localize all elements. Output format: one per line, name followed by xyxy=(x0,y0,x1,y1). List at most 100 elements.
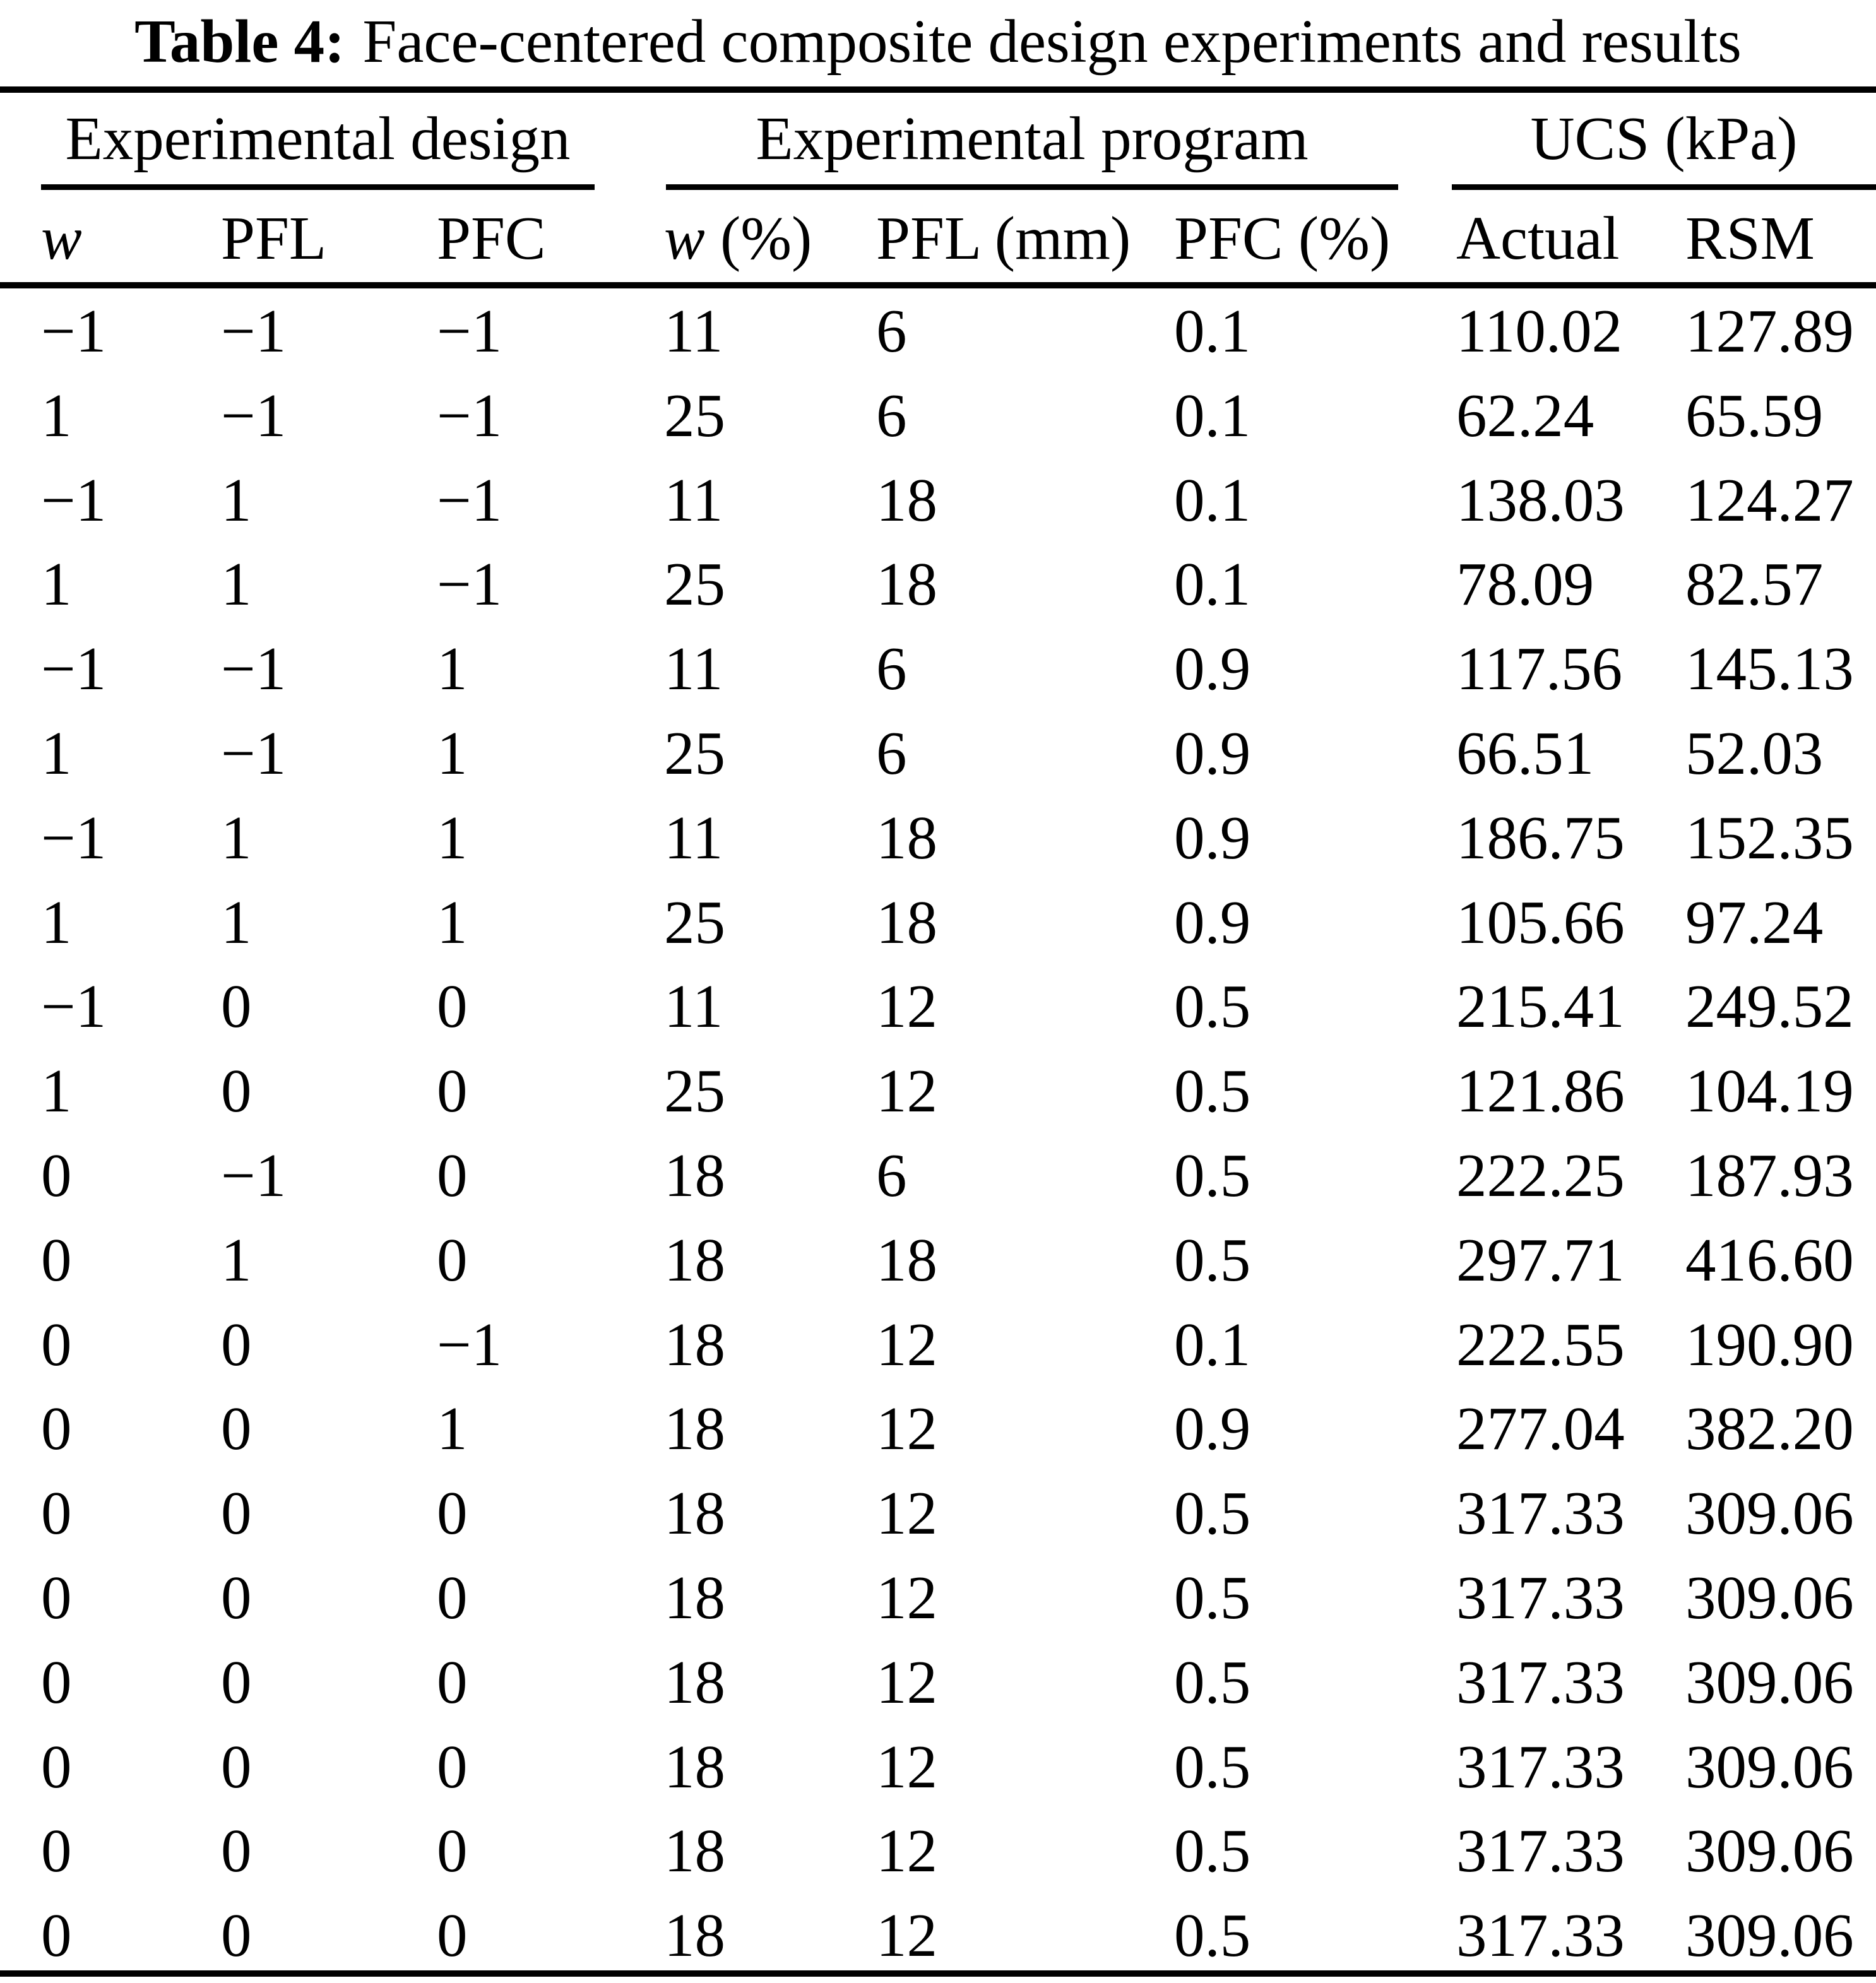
table-row-20: 0 0 0 18 12 0.5 317.33 309.06 xyxy=(0,1893,1876,1978)
cell-r15-c5: 12 xyxy=(876,1479,937,1548)
cell-r5-c4: 11 xyxy=(664,635,723,703)
cell-r1-c3: −1 xyxy=(437,297,502,365)
cell-r6-c5: 6 xyxy=(876,719,907,787)
cell-r19-c4: 18 xyxy=(664,1817,725,1885)
cell-r2-c3: −1 xyxy=(437,381,502,449)
cell-r13-c4: 18 xyxy=(664,1310,725,1378)
cell-r5-c6: 0.9 xyxy=(1174,635,1251,703)
cell-r5-c8: 145.13 xyxy=(1685,635,1854,703)
cell-r17-c6: 0.5 xyxy=(1174,1648,1251,1716)
table-row-12: 0 1 0 18 18 0.5 297.71 416.60 xyxy=(0,1218,1876,1303)
cell-r1-c4: 11 xyxy=(664,297,723,365)
cell-r20-c2: 0 xyxy=(221,1902,252,1970)
cell-r6-c4: 25 xyxy=(664,719,725,787)
cell-r11-c8: 187.93 xyxy=(1685,1141,1854,1209)
cell-r7-c4: 11 xyxy=(664,803,723,872)
cell-r11-c6: 0.5 xyxy=(1174,1141,1251,1209)
cell-r18-c5: 12 xyxy=(876,1732,937,1801)
cell-r6-c7: 66.51 xyxy=(1456,719,1594,787)
cell-r13-c5: 12 xyxy=(876,1310,937,1378)
table-row-19: 0 0 0 18 12 0.5 317.33 309.06 xyxy=(0,1809,1876,1893)
cell-r4-c3: −1 xyxy=(437,550,502,619)
cell-r1-c2: −1 xyxy=(221,297,287,365)
cell-r3-c1: −1 xyxy=(41,466,107,534)
cell-r10-c2: 0 xyxy=(221,1057,252,1125)
cell-r3-c6: 0.1 xyxy=(1174,466,1251,534)
cell-r4-c2: 1 xyxy=(221,550,252,619)
cell-r7-c8: 152.35 xyxy=(1685,803,1854,872)
col-header-rsm: RSM xyxy=(1685,204,1815,272)
table-row-1: −1 −1 −1 11 6 0.1 110.02 127.89 xyxy=(0,289,1876,374)
cell-r8-c6: 0.9 xyxy=(1174,888,1251,956)
cell-r16-c5: 12 xyxy=(876,1563,937,1631)
cell-r13-c1: 0 xyxy=(41,1310,72,1378)
cell-r15-c4: 18 xyxy=(664,1479,725,1548)
table-row-6: 1 −1 1 25 6 0.9 66.51 52.03 xyxy=(0,711,1876,796)
cell-r9-c3: 0 xyxy=(437,973,468,1041)
cell-r3-c7: 138.03 xyxy=(1456,466,1625,534)
cell-r4-c4: 25 xyxy=(664,550,725,619)
group-underline-experimental-program xyxy=(666,184,1398,190)
cell-r14-c6: 0.9 xyxy=(1174,1395,1251,1463)
cell-r11-c7: 222.25 xyxy=(1456,1141,1625,1209)
table-caption-number: Table 4: xyxy=(134,8,345,75)
cell-r6-c1: 1 xyxy=(41,719,72,787)
cell-r10-c4: 25 xyxy=(664,1057,725,1125)
cell-r15-c1: 0 xyxy=(41,1479,72,1548)
cell-r1-c6: 0.1 xyxy=(1174,297,1251,365)
cell-r19-c6: 0.5 xyxy=(1174,1817,1251,1885)
table-row-16: 0 0 0 18 12 0.5 317.33 309.06 xyxy=(0,1556,1876,1640)
cell-r2-c8: 65.59 xyxy=(1685,381,1824,449)
cell-r19-c3: 0 xyxy=(437,1817,468,1885)
cell-r10-c6: 0.5 xyxy=(1174,1057,1251,1125)
cell-r3-c5: 18 xyxy=(876,466,937,534)
cell-r17-c1: 0 xyxy=(41,1648,72,1716)
table-row-9: −1 0 0 11 12 0.5 215.41 249.52 xyxy=(0,964,1876,1049)
group-header-experimental-program: Experimental program xyxy=(756,105,1309,172)
cell-r10-c7: 121.86 xyxy=(1456,1057,1625,1125)
col-header-w-percent: w (%) xyxy=(664,204,812,272)
cell-r6-c8: 52.03 xyxy=(1685,719,1824,787)
cell-r17-c2: 0 xyxy=(221,1648,252,1716)
cell-r15-c7: 317.33 xyxy=(1456,1479,1625,1548)
cell-r19-c5: 12 xyxy=(876,1817,937,1885)
col-header-actual: Actual xyxy=(1456,204,1620,272)
cell-r12-c3: 0 xyxy=(437,1226,468,1294)
cell-r8-c3: 1 xyxy=(437,888,468,956)
cell-r8-c2: 1 xyxy=(221,888,252,956)
cell-r3-c3: −1 xyxy=(437,466,502,534)
table-row-13: 0 0 −1 18 12 0.1 222.55 190.90 xyxy=(0,1303,1876,1387)
table-row-11: 0 −1 0 18 6 0.5 222.25 187.93 xyxy=(0,1134,1876,1218)
cell-r4-c1: 1 xyxy=(41,550,72,619)
cell-r7-c2: 1 xyxy=(221,803,252,872)
cell-r5-c1: −1 xyxy=(41,635,107,703)
cell-r17-c8: 309.06 xyxy=(1685,1648,1854,1716)
cell-r18-c2: 0 xyxy=(221,1732,252,1801)
cell-r14-c5: 12 xyxy=(876,1395,937,1463)
cell-r16-c8: 309.06 xyxy=(1685,1563,1854,1631)
cell-r12-c6: 0.5 xyxy=(1174,1226,1251,1294)
cell-r9-c4: 11 xyxy=(664,973,723,1041)
cell-r12-c1: 0 xyxy=(41,1226,72,1294)
cell-r4-c7: 78.09 xyxy=(1456,550,1594,619)
cell-r13-c2: 0 xyxy=(221,1310,252,1378)
cell-r5-c3: 1 xyxy=(437,635,468,703)
cell-r7-c1: −1 xyxy=(41,803,107,872)
group-underline-ucs-kpa xyxy=(1452,184,1876,190)
table-row-8: 1 1 1 25 18 0.9 105.66 97.24 xyxy=(0,880,1876,965)
header-rule xyxy=(0,282,1876,288)
cell-r15-c3: 0 xyxy=(437,1479,468,1548)
cell-r18-c4: 18 xyxy=(664,1732,725,1801)
cell-r19-c8: 309.06 xyxy=(1685,1817,1854,1885)
cell-r1-c1: −1 xyxy=(41,297,107,365)
cell-r12-c5: 18 xyxy=(876,1226,937,1294)
cell-r7-c6: 0.9 xyxy=(1174,803,1251,872)
cell-r4-c6: 0.1 xyxy=(1174,550,1251,619)
table-body: −1 −1 −1 11 6 0.1 110.02 127.89 1 −1 −1 25 6 0.1 62.24… xyxy=(0,289,1876,1978)
cell-r5-c2: −1 xyxy=(221,635,287,703)
cell-r8-c1: 1 xyxy=(41,888,72,956)
cell-r5-c5: 6 xyxy=(876,635,907,703)
table-caption: Table 4: Face-centered composite design e… xyxy=(0,0,1876,83)
cell-r9-c8: 249.52 xyxy=(1685,973,1854,1041)
